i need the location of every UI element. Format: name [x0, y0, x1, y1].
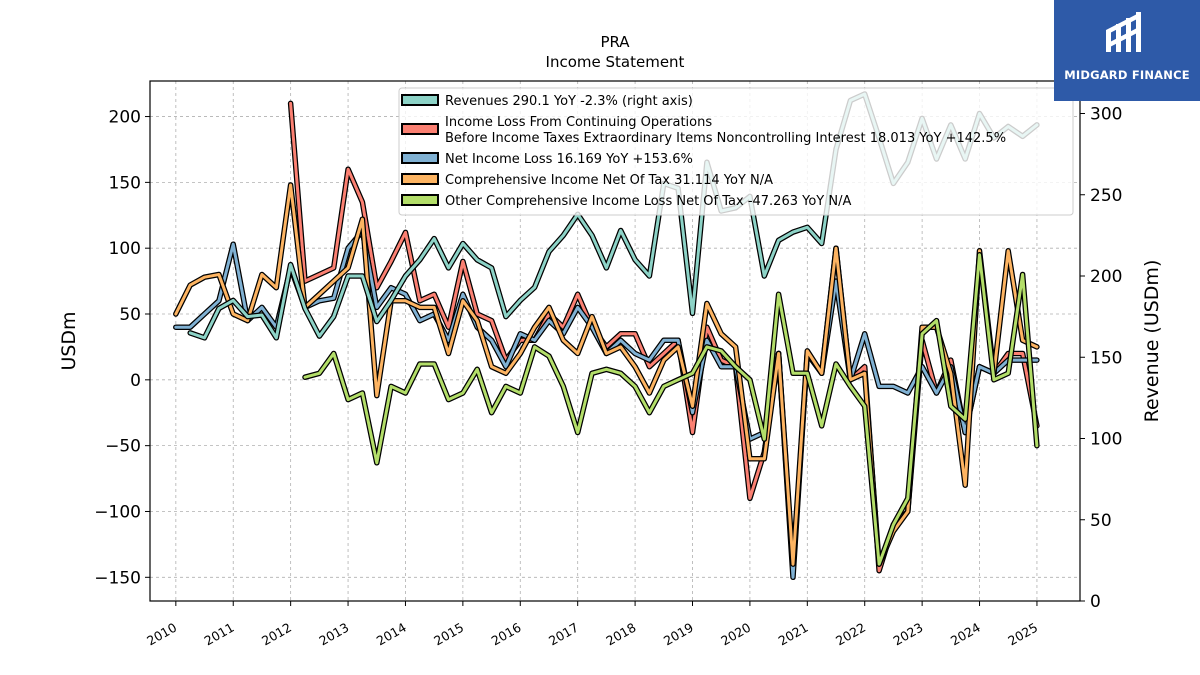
logo-text: MIDGARD FINANCE: [1064, 68, 1190, 82]
legend: Revenues 290.1 YoY -2.3% (right axis) Inc…: [398, 87, 1074, 216]
y-axis-label-right: Revenue (USDm): [1141, 260, 1163, 423]
series-line-4: [302, 252, 1040, 567]
y-right-tick-label: 50: [1090, 511, 1112, 531]
legend-box: [398, 87, 1074, 216]
logo-mark-icon: [1106, 12, 1141, 52]
legend-label: Comprehensive Income Net Of Tax 31.114 Y…: [445, 173, 773, 188]
y-right-tick-label: 300: [1090, 105, 1122, 125]
midgard-finance-logo: MIDGARD FINANCE: [1054, 0, 1200, 101]
plot-frame: [149, 80, 1081, 602]
y-right-tick-label: 250: [1090, 186, 1122, 206]
series-lines: [173, 91, 1040, 581]
y-tick-label: 50: [119, 305, 141, 325]
y-tick-label: 150: [109, 173, 141, 193]
y-tick-label: 0: [130, 371, 141, 391]
series-stroke: [303, 253, 1039, 566]
y-right-tick-label: 0: [1090, 592, 1101, 612]
legend-label: Net Income Loss 16.169 YoY +153.6%: [445, 152, 693, 167]
y-axis-label: USDm: [58, 311, 80, 370]
legend-swatch: [401, 194, 439, 206]
chart-subtitle: Income Statement: [546, 53, 685, 71]
y-right-tick-label: 100: [1090, 430, 1122, 450]
legend-label-line: Income Loss From Continuing Operations: [445, 115, 712, 130]
legend-swatch: [401, 123, 439, 135]
y-tick-label: 100: [109, 239, 141, 259]
chart-title: PRA: [600, 33, 630, 51]
legend-swatch: [401, 173, 439, 185]
y-tick-label: −50: [105, 437, 141, 457]
legend-label: Other Comprehensive Income Loss Net Of T…: [445, 194, 851, 209]
legend-label-line: Before Income Taxes Extraordinary Items …: [445, 131, 1006, 146]
legend-label: Revenues 290.1 YoY -2.3% (right axis): [445, 94, 693, 109]
y-tick-label: −150: [94, 568, 141, 588]
y-tick-label: −100: [94, 502, 141, 522]
y-right-tick-label: 150: [1090, 348, 1122, 368]
legend-swatch: [401, 152, 439, 164]
y-right-tick-label: 200: [1090, 267, 1122, 287]
legend-swatch: [401, 94, 439, 106]
y-tick-label: 200: [109, 108, 141, 128]
